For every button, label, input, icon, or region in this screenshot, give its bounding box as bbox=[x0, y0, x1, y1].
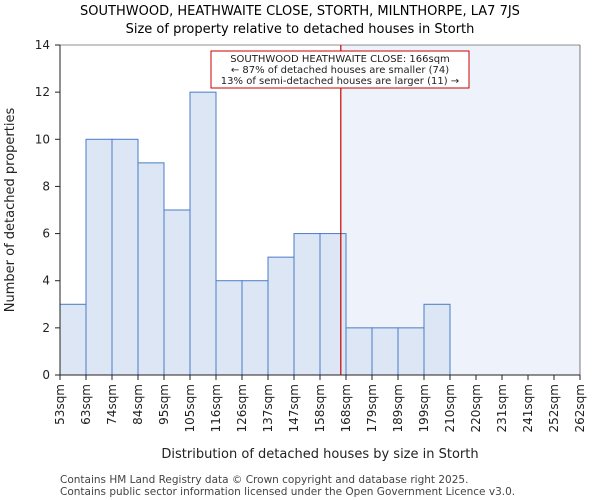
bar-137sqm bbox=[267, 256, 295, 376]
x-tick-label-84sqm: 84sqm bbox=[131, 384, 145, 425]
x-tick-label-231sqm: 231sqm bbox=[495, 384, 509, 432]
x-tick-label-147sqm: 147sqm bbox=[287, 384, 301, 432]
y-tick-label-14: 14 bbox=[35, 38, 50, 52]
x-tick-label-116sqm: 116sqm bbox=[209, 384, 223, 432]
y-axis-label: Number of detached properties bbox=[3, 108, 18, 313]
x-tick-label-241sqm: 241sqm bbox=[521, 384, 535, 432]
x-tick-label-189sqm: 189sqm bbox=[391, 384, 405, 432]
y-tick-label-0: 0 bbox=[42, 368, 50, 382]
y-tick-label-4: 4 bbox=[42, 274, 50, 288]
footer-line-1: Contains HM Land Registry data © Crown c… bbox=[60, 474, 468, 486]
bar-63sqm bbox=[85, 138, 113, 376]
plot-area: 0 2 4 6 8 10 12 14 53sqm 63sqm 74sqm 84sqm 95sqm 105s… bbox=[35, 38, 587, 432]
bar-116sqm bbox=[215, 280, 243, 376]
chart-subtitle: Size of property relative to detached ho… bbox=[126, 22, 475, 37]
x-tick-label-220sqm: 220sqm bbox=[469, 384, 483, 432]
bar-74sqm bbox=[111, 138, 139, 376]
x-tick-label-158sqm: 158sqm bbox=[313, 384, 327, 432]
x-tick-label-252sqm: 252sqm bbox=[547, 384, 561, 432]
bar-199sqm bbox=[423, 303, 451, 376]
x-tick-label-74sqm: 74sqm bbox=[105, 384, 119, 425]
x-tick-label-63sqm: 63sqm bbox=[79, 384, 93, 425]
x-axis-label: Distribution of detached houses by size … bbox=[161, 447, 478, 462]
x-tick-label-137sqm: 137sqm bbox=[261, 384, 275, 432]
bar-84sqm bbox=[137, 162, 165, 376]
bar-105sqm bbox=[189, 91, 217, 376]
bar-95sqm bbox=[163, 209, 191, 376]
x-tick-label-126sqm: 126sqm bbox=[235, 384, 249, 432]
annotation-line-3: 13% of semi-detached houses are larger (… bbox=[221, 76, 459, 87]
bar-158sqm bbox=[319, 233, 347, 376]
chart-title: SOUTHWOOD, HEATHWAITE CLOSE, STORTH, MIL… bbox=[80, 4, 520, 19]
y-tick-label-10: 10 bbox=[35, 132, 50, 146]
y-tick-label-12: 12 bbox=[35, 85, 50, 99]
y-tick-label-2: 2 bbox=[42, 321, 50, 335]
annotation-line-2: ← 87% of detached houses are smaller (74… bbox=[231, 65, 449, 76]
x-tick-label-262sqm: 262sqm bbox=[573, 384, 587, 432]
x-tick-label-199sqm: 199sqm bbox=[417, 384, 431, 432]
footer-line-2: Contains public sector information licen… bbox=[60, 486, 515, 498]
bar-53sqm bbox=[59, 303, 87, 376]
bar-179sqm bbox=[371, 327, 399, 376]
y-tick-label-8: 8 bbox=[42, 179, 50, 193]
x-tick-label-168sqm: 168sqm bbox=[339, 384, 353, 432]
larger-region-shade bbox=[340, 45, 580, 375]
x-tick-label-179sqm: 179sqm bbox=[365, 384, 379, 432]
bar-168sqm bbox=[345, 327, 373, 376]
x-tick-label-105sqm: 105sqm bbox=[183, 384, 197, 432]
annotation-line-1: SOUTHWOOD HEATHWAITE CLOSE: 166sqm bbox=[230, 54, 450, 65]
x-tick-label-210sqm: 210sqm bbox=[443, 384, 457, 432]
bar-126sqm bbox=[241, 280, 269, 376]
annotation-box bbox=[210, 50, 470, 89]
x-tick-label-53sqm: 53sqm bbox=[53, 384, 67, 425]
bar-189sqm bbox=[397, 327, 425, 376]
bar-147sqm bbox=[293, 233, 321, 376]
x-tick-label-95sqm: 95sqm bbox=[157, 384, 171, 425]
y-tick-label-6: 6 bbox=[42, 227, 50, 241]
